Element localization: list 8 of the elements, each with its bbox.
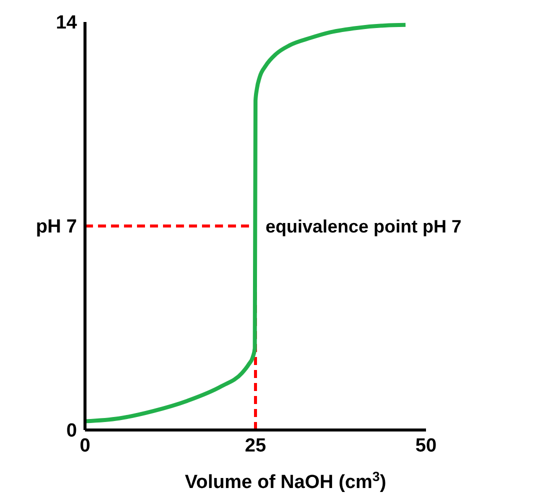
y-tick-label: 14 xyxy=(56,12,78,34)
x-tick-label: 25 xyxy=(244,435,266,456)
y-tick-label: pH 7 xyxy=(36,216,77,238)
x-tick-label: 50 xyxy=(415,435,437,456)
y-tick-label: 0 xyxy=(66,420,77,442)
annotation: equivalence point pH 7 xyxy=(266,216,462,236)
x-tick-label: 0 xyxy=(80,435,90,456)
x-axis-title: Volume of NaOH (cm$^{3}$) xyxy=(184,468,386,493)
